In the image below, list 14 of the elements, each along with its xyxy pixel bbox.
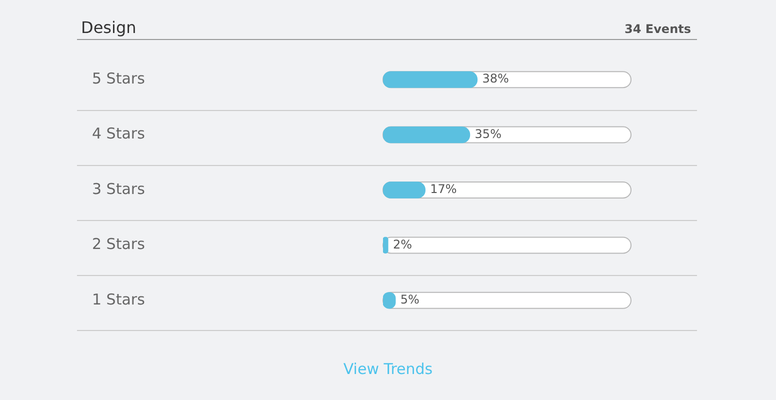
data-label: 35% — [474, 126, 502, 141]
y-tick-label: 3 Stars — [92, 180, 146, 198]
data-label: 38% — [482, 72, 509, 86]
y-tick-label: 2 Stars — [92, 235, 146, 254]
data-label: 17% — [430, 182, 457, 196]
y-tick-label: 4 Stars — [92, 124, 146, 143]
text: Design — [80, 18, 136, 39]
y-tick-label: 5 Stars — [92, 69, 146, 88]
text: View Trends — [343, 360, 433, 378]
y-tick-label: 1 Stars — [92, 290, 146, 308]
data-label: 5% — [400, 292, 420, 307]
bar — [383, 236, 388, 254]
data-label: 2% — [392, 237, 412, 252]
text: 34 Events — [624, 22, 692, 38]
